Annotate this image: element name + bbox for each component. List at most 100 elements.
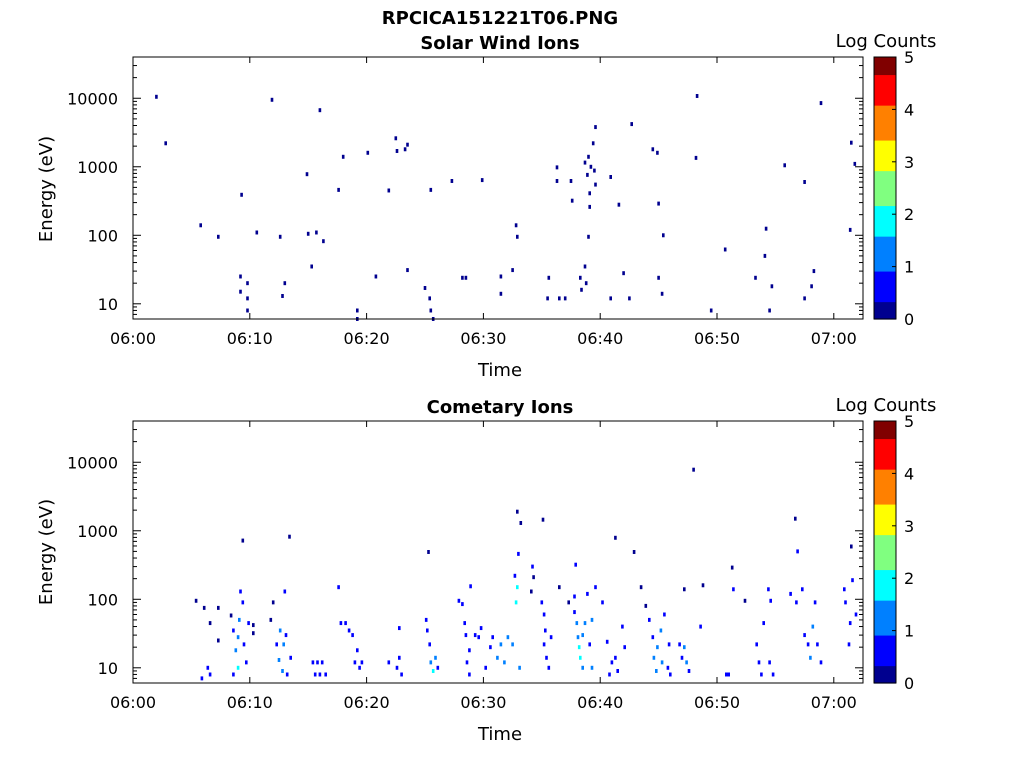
data-cell [236,665,240,670]
colorbar-segment [874,284,896,290]
colorbar-segment [874,83,896,89]
data-cell [288,534,291,539]
data-cell [579,655,582,660]
colorbar-segment [874,305,896,311]
data-cell [429,187,433,192]
data-cell [587,234,590,239]
data-cell [755,642,758,647]
data-cell [567,600,570,605]
colorbar-label: Log Counts [836,31,937,52]
data-cell [609,175,612,179]
data-cell [283,589,287,594]
colorbar-segment [874,495,896,501]
colorbar-segment [874,429,896,435]
data-cell [783,163,786,168]
data-cell [236,635,240,640]
colorbar-segment [874,240,896,246]
data-cell [252,631,255,636]
data-cell [351,633,354,638]
colorbar-segment [874,196,896,202]
x-tick-label: 06:10 [227,329,273,348]
data-cell [491,635,494,640]
colorbar-segment [874,279,896,285]
colorbar-segment [874,591,896,597]
data-cell [575,621,579,626]
data-cell [199,223,202,228]
data-cell [608,672,611,677]
colorbar-segment [874,70,896,76]
data-cell [246,296,249,301]
colorbar-segment [874,508,896,514]
data-cell [660,660,664,665]
colorbar-segment [874,297,896,303]
data-cell [847,642,851,647]
data-cell [555,165,559,170]
colorbar-segment [874,209,896,215]
y-tick-label: 100 [87,590,118,609]
colorbar-tick-label: 4 [904,464,914,483]
data-cell [699,624,702,629]
data-cell [356,308,359,313]
data-cell [516,234,519,239]
colorbar-segment [874,639,896,645]
colorbar-tick-label: 1 [904,622,914,641]
y-tick-label: 100 [87,226,118,245]
colorbar-tick-label: 3 [904,517,914,536]
colorbar-segment [874,626,896,632]
data-cell [311,660,315,665]
data-cell [588,642,591,647]
colorbar-segment [874,530,896,536]
data-cell [461,602,464,607]
colorbar-segment [874,578,896,584]
data-cell [854,612,858,617]
colorbar-segment [874,292,896,298]
colorbar-segment [874,595,896,601]
data-cell [544,628,547,633]
colorbar-segment [874,65,896,71]
colorbar-segment [874,148,896,154]
colorbar-segment [874,517,896,523]
data-cell [463,621,466,626]
data-cell [809,655,812,660]
colorbar-segment [874,447,896,453]
colorbar-segment [874,547,896,553]
data-cell [540,600,544,605]
data-cell [423,286,427,290]
colorbar-segment [874,534,896,540]
data-cell [461,275,464,280]
colorbar-segment [874,503,896,509]
y-tick-label: 1000 [77,158,118,177]
colorbar-segment [874,74,896,80]
colorbar-segment [874,521,896,527]
data-cell [614,655,617,660]
panel-title: Cometary Ions [427,397,574,418]
colorbar-segment [874,144,896,150]
data-cell [569,179,573,183]
cometary-ions-panel: Cometary Ions 06:00 06:10 06:20 06:30 06:40 0… [36,395,936,745]
data-cell [844,600,847,605]
colorbar-segment [874,455,896,461]
data-cell [816,642,819,647]
colorbar-segment [874,460,896,466]
data-cell [200,676,204,681]
data-cell [427,550,430,554]
data-cell [580,287,583,292]
data-cell [464,275,468,280]
data-cell [480,178,484,183]
data-cell [850,544,853,549]
data-cell [489,645,492,650]
data-cell [768,660,771,665]
data-cell [337,187,340,192]
x-tick-label: 06:50 [694,693,740,712]
data-cell [583,264,587,269]
data-cell [853,161,857,166]
data-cell [630,122,633,127]
colorbar-segment [874,218,896,224]
data-cell [499,274,503,279]
data-cell [725,672,728,677]
data-cell [246,281,249,286]
data-cell [499,642,503,647]
data-cell [657,201,660,206]
data-cell [851,578,854,583]
data-cell [757,660,761,665]
